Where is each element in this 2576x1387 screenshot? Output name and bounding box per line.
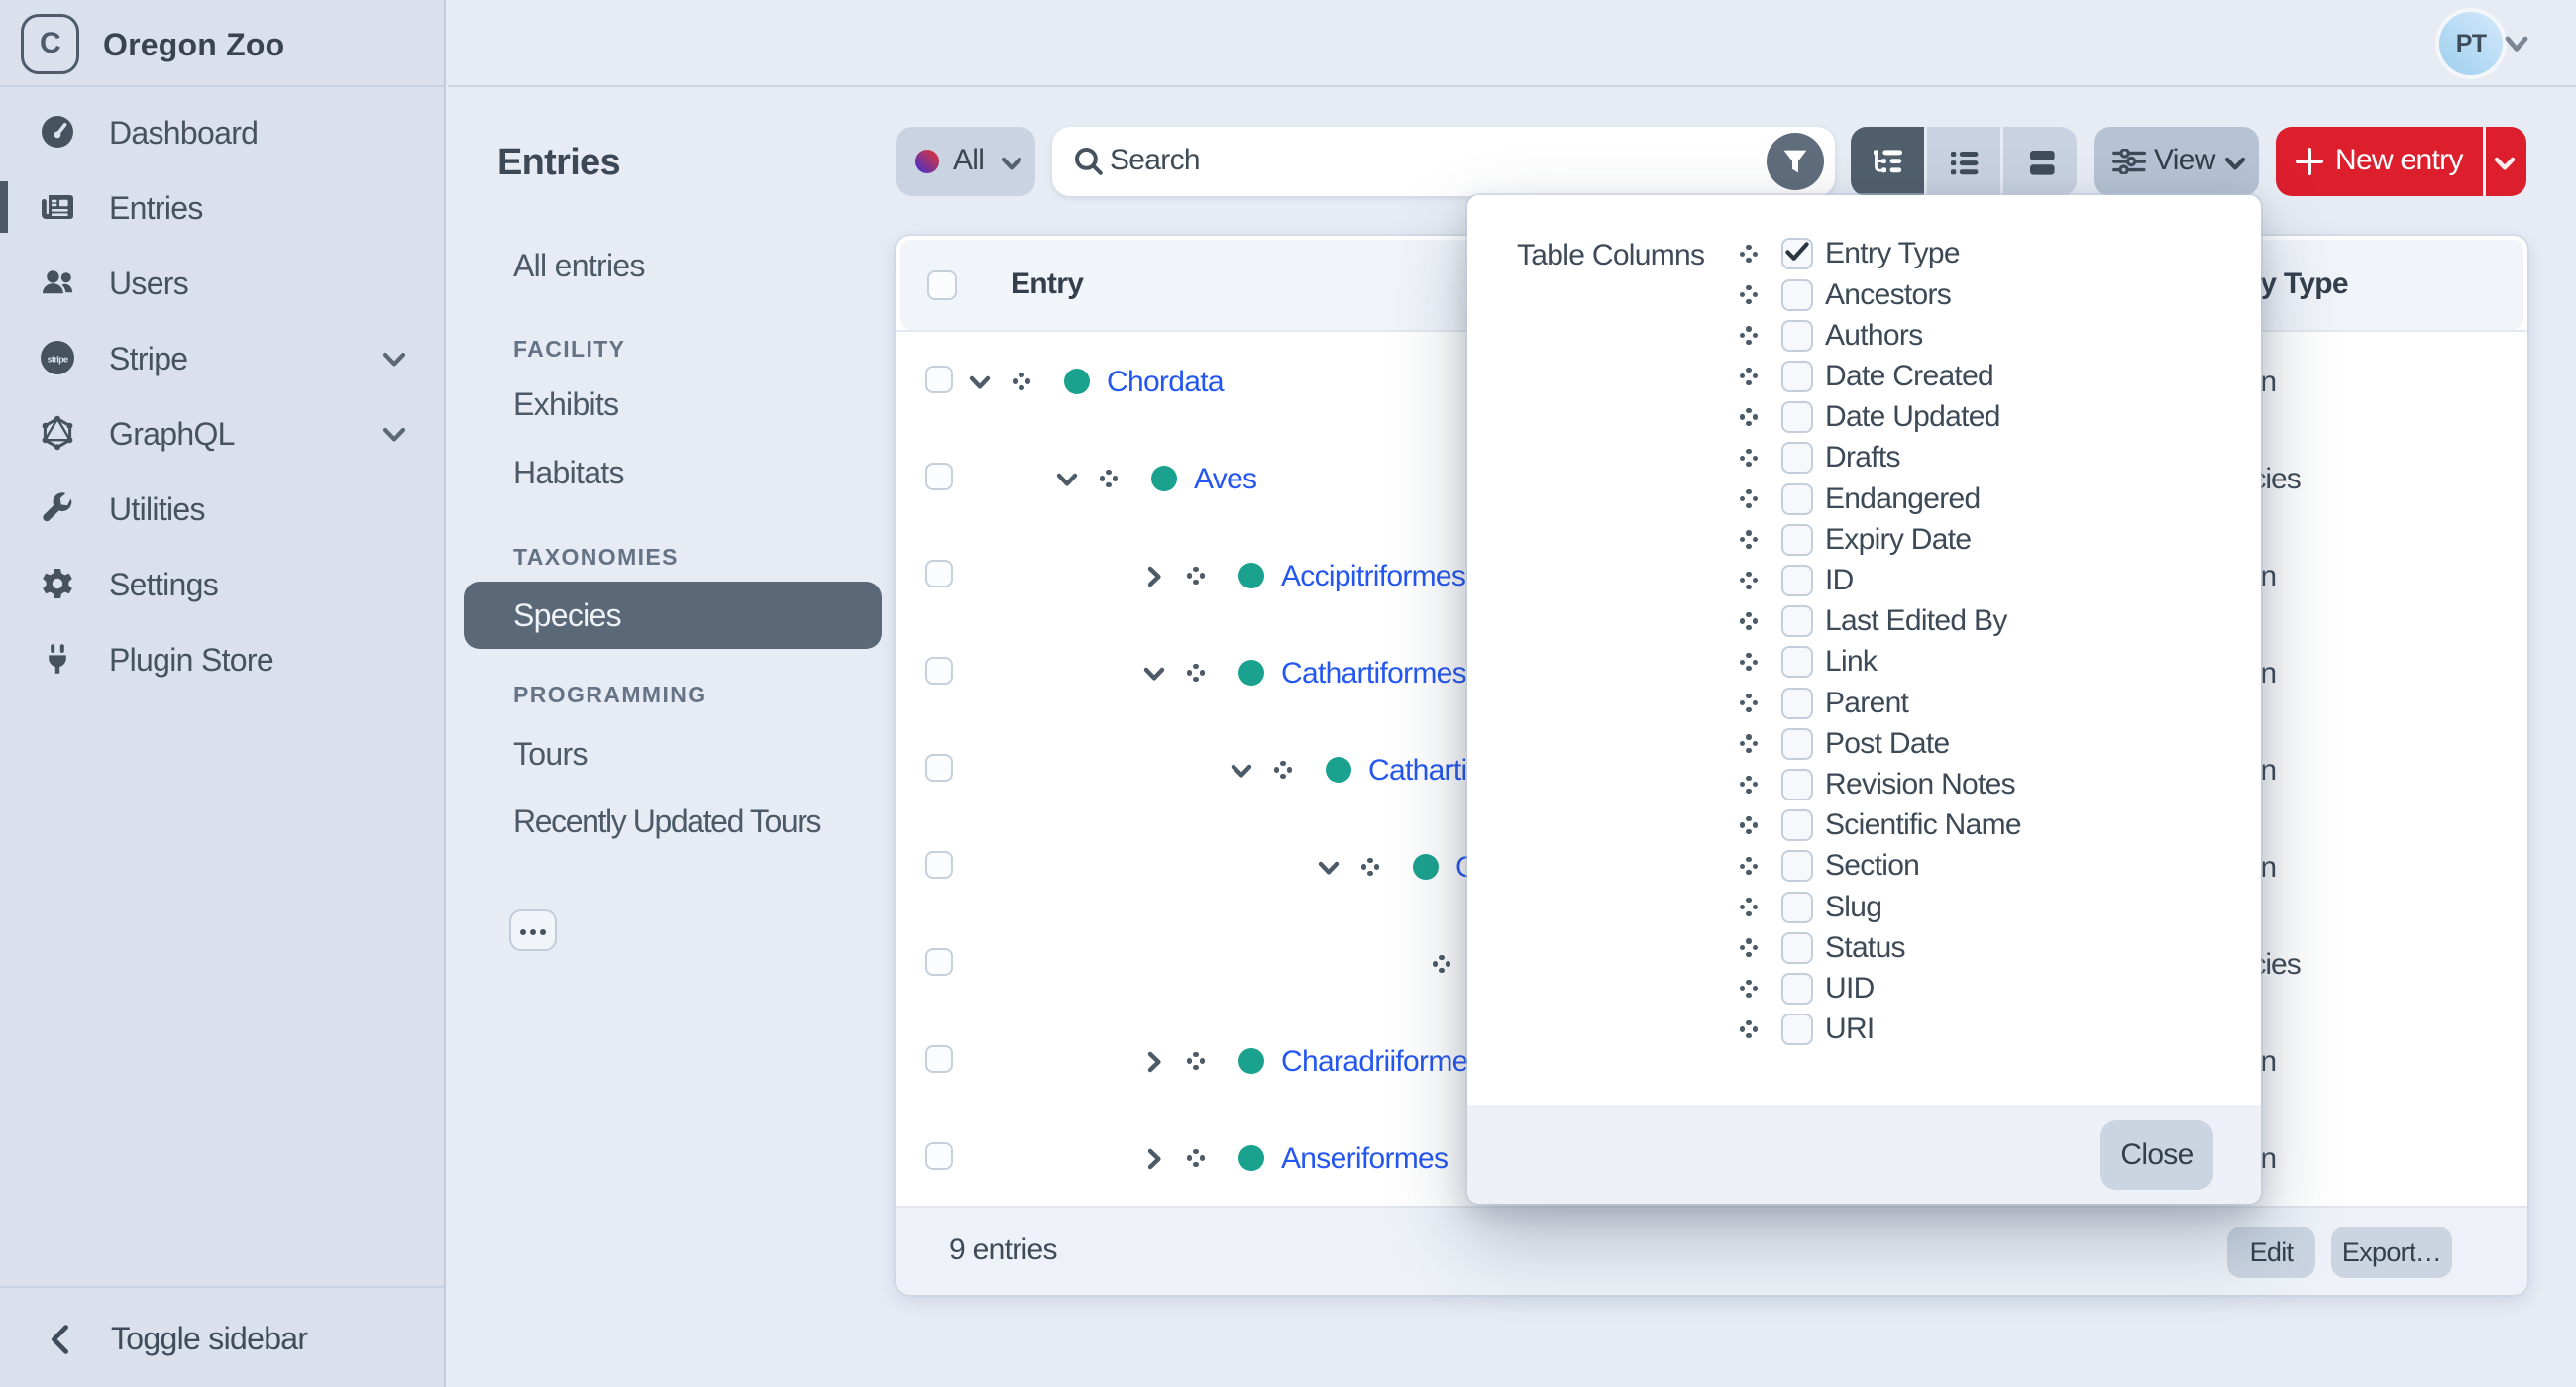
svg-text:stripe: stripe xyxy=(48,354,68,364)
